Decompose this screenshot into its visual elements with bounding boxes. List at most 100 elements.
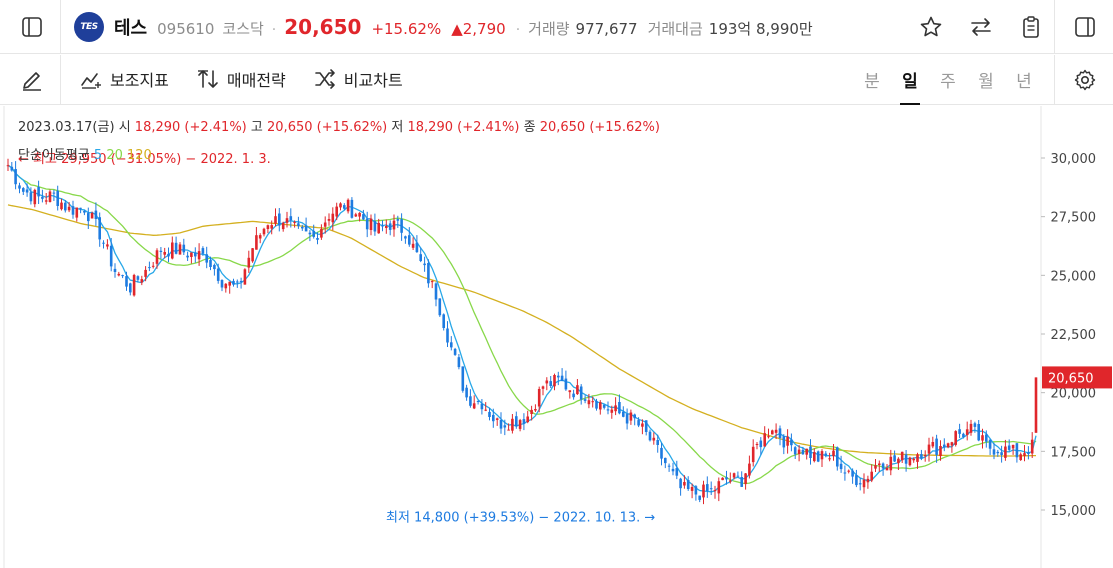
swap-icon[interactable] <box>967 13 995 41</box>
candle-body <box>530 409 533 414</box>
candle-body <box>656 440 659 445</box>
candle-body <box>988 439 992 449</box>
period-minute[interactable]: 분 <box>864 72 880 92</box>
candle-body <box>446 328 449 343</box>
candle-body <box>767 436 770 438</box>
candle-body <box>243 269 247 285</box>
candle-body <box>511 418 514 431</box>
candle-body <box>190 252 193 257</box>
candle-body <box>782 436 786 448</box>
compare-button[interactable]: 비교차트 <box>314 67 403 91</box>
chart-area[interactable]: 15,000 17,500 20,000 22,500 25,000 27,500 30,0… <box>0 106 1113 568</box>
candle-body <box>771 430 774 435</box>
candle-body <box>186 255 189 258</box>
candle-body <box>335 206 338 217</box>
close-value: 20,650 (+15.62%) <box>539 120 660 135</box>
candle-body <box>434 283 438 300</box>
candle-body <box>503 425 507 428</box>
candle-body <box>904 454 908 464</box>
pencil-icon[interactable] <box>18 66 46 94</box>
candle-body <box>362 214 365 220</box>
candle-body <box>52 192 56 194</box>
ohlc-date: 2023.03.17(금) <box>18 120 115 135</box>
candle-body <box>408 235 411 245</box>
candle-body <box>343 205 346 209</box>
candle-body <box>683 482 686 486</box>
candle-body <box>102 242 105 244</box>
candle-body <box>652 437 656 441</box>
candle-body <box>962 433 965 437</box>
candle-body <box>610 409 614 413</box>
candle-body <box>98 217 101 240</box>
candle-body <box>297 223 300 227</box>
candle-body <box>419 254 422 261</box>
indicators-button[interactable]: 보조지표 <box>80 67 169 91</box>
candle-body <box>350 199 354 218</box>
candle-body <box>109 245 113 267</box>
candle-body <box>541 386 545 389</box>
candle-body <box>239 281 243 282</box>
candle-body <box>545 380 549 384</box>
candle-body <box>992 449 996 455</box>
candle-body <box>839 463 843 470</box>
candle-body <box>205 254 208 263</box>
candle-body <box>564 378 568 390</box>
candle-body <box>717 481 721 494</box>
sidebar-toggle-icon[interactable] <box>18 13 46 41</box>
candle-body <box>339 203 342 208</box>
candle-body <box>79 207 82 209</box>
candle-body <box>965 429 969 435</box>
price-chart[interactable]: 15,000 17,500 20,000 22,500 25,000 27,500 30,0… <box>0 106 1113 568</box>
candle-body <box>209 260 212 267</box>
candle-body <box>94 210 98 219</box>
candle-body <box>453 348 457 355</box>
candle-body <box>660 447 663 459</box>
candle-body <box>644 420 648 432</box>
low-annotation: 최저 14,800 (+39.53%) − 2022. 10. 13. → <box>386 511 655 526</box>
stock-name: 테스 <box>114 18 148 39</box>
candle-body <box>832 450 835 457</box>
divider <box>1054 55 1055 105</box>
period-week[interactable]: 주 <box>940 72 956 92</box>
separator: · <box>515 22 521 38</box>
candle-body <box>232 280 235 285</box>
candle-body <box>587 400 591 405</box>
candle-body <box>480 403 484 410</box>
panel-toggle-icon[interactable] <box>1071 13 1099 41</box>
candle-body <box>56 190 59 206</box>
period-month[interactable]: 월 <box>978 72 994 92</box>
candle-body <box>629 412 633 421</box>
candle-body <box>121 275 124 277</box>
candle-body <box>216 268 220 281</box>
high-annotation: ← 최고 29,950 (−31.05%) − 2022. 1. 3. <box>18 152 271 167</box>
candle-body <box>820 451 824 460</box>
candle-body <box>618 402 621 414</box>
candle-body <box>958 429 961 434</box>
candle-body <box>679 478 682 489</box>
candle-body <box>813 452 816 462</box>
candle-body <box>923 455 927 457</box>
period-day[interactable]: 일 <box>900 67 920 105</box>
y-tick-label: 22,500 <box>1051 328 1097 343</box>
candle-body <box>178 244 182 255</box>
candle-body <box>1034 377 1038 433</box>
period-year[interactable]: 년 <box>1016 72 1032 92</box>
candle-body <box>885 467 889 471</box>
candle-body <box>824 453 828 456</box>
candle-body <box>312 230 315 237</box>
candle-body <box>129 283 132 293</box>
candle-body <box>18 185 21 189</box>
gear-icon[interactable] <box>1071 66 1099 94</box>
ma-legend-20: 20 <box>106 148 123 163</box>
candle-body <box>977 424 980 441</box>
candle-body <box>278 213 281 226</box>
clipboard-icon[interactable] <box>1017 13 1045 41</box>
candle-body <box>488 411 491 417</box>
candle-body <box>87 213 90 222</box>
candle-body <box>572 393 575 398</box>
candle-body <box>10 166 14 171</box>
candle-body <box>927 444 931 454</box>
strategy-button[interactable]: 매매전략 <box>197 67 286 91</box>
star-icon[interactable] <box>917 13 945 41</box>
ma-legend-5: 5 <box>93 148 103 163</box>
